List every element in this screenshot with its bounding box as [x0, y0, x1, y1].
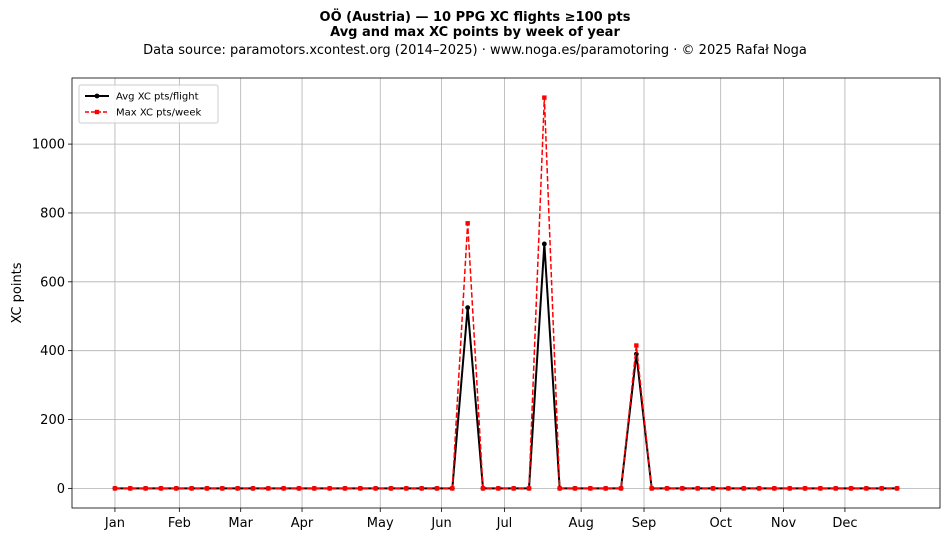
y-tick-label: 1000: [32, 138, 65, 153]
max-series-point: [756, 486, 762, 491]
max-series-point: [174, 486, 179, 491]
max-series-point: [787, 486, 792, 491]
max-series-point: [296, 486, 302, 491]
max-series-point: [603, 486, 608, 491]
max-series-point: [128, 486, 133, 491]
max-series-point: [189, 486, 194, 491]
max-series-point: [158, 486, 164, 491]
max-series-point: [680, 486, 685, 491]
plot-frame: [71, 77, 941, 509]
max-series-point: [373, 486, 378, 491]
max-series-point: [618, 486, 624, 491]
max-series-point: [327, 486, 332, 491]
x-tick-label: May: [367, 516, 394, 531]
max-series-point: [542, 95, 547, 100]
chart-subtitle: Avg and max XC points by week of year: [330, 25, 620, 40]
grid-lines: [72, 78, 940, 508]
series-layer: [112, 95, 900, 491]
max-series-point: [833, 486, 838, 491]
y-tick-label: 400: [40, 344, 65, 359]
x-axis: Jan Feb Mar Apr May Jun Jul Aug Sep Oct Nov Dec: [104, 508, 857, 531]
x-tick-label: Mar: [228, 516, 253, 531]
max-series-point: [281, 486, 286, 491]
max-series-point: [634, 343, 639, 348]
max-series-point: [710, 486, 716, 491]
max-series-point: [572, 486, 578, 491]
max-series-point: [143, 486, 148, 491]
y-tick-label: 800: [40, 206, 65, 221]
avg-series-point: [541, 241, 547, 247]
max-series-point: [557, 486, 562, 491]
x-tick-label: Nov: [771, 516, 797, 531]
legend-label-avg: Avg XC pts/flight: [116, 92, 199, 103]
max-series-point: [802, 486, 808, 491]
max-series-point: [511, 486, 516, 491]
max-series-point: [266, 486, 271, 491]
x-tick-label: Jan: [104, 516, 125, 531]
y-axis-label: XC points: [10, 262, 25, 323]
legend-marker-max: [94, 109, 100, 115]
max-series-point: [465, 221, 470, 226]
max-series-point: [649, 486, 654, 491]
max-series-point: [879, 486, 884, 491]
chart-title: OÖ (Austria) — 10 PPG XC flights ≥100 pt…: [319, 10, 631, 25]
x-tick-label: Apr: [291, 516, 314, 531]
legend-box: [78, 84, 219, 124]
max-series-point: [818, 486, 823, 491]
max-series-point: [741, 486, 746, 491]
x-tick-label: Aug: [568, 516, 593, 531]
max-series-point: [388, 486, 394, 491]
max-series-point: [450, 486, 455, 491]
max-series-point: [848, 486, 854, 491]
max-series-point: [358, 486, 363, 491]
y-tick-label: 0: [57, 482, 65, 497]
chart-title-block: OÖ (Austria) — 10 PPG XC flights ≥100 pt…: [0, 10, 950, 59]
x-tick-label: Dec: [832, 516, 857, 531]
max-series-point: [726, 486, 731, 491]
max-series-line: [114, 96, 898, 490]
avg-series-point: [465, 305, 471, 311]
max-series-point: [664, 486, 670, 491]
max-series-point: [250, 486, 256, 491]
max-series-point: [342, 486, 348, 491]
y-axis: 0 200 400 600 800 1000: [32, 138, 72, 497]
x-tick-label: Jul: [496, 516, 513, 531]
max-series-point: [434, 486, 440, 491]
max-series-point: [312, 486, 317, 491]
max-series-point: [496, 486, 501, 491]
max-series-point: [220, 486, 225, 491]
x-tick-label: Jun: [430, 516, 451, 531]
x-tick-label: Feb: [168, 516, 191, 531]
max-series-point: [864, 486, 869, 491]
legend-marker-avg: [94, 93, 100, 99]
max-series-point: [695, 486, 700, 491]
avg-series-line: [114, 242, 898, 490]
chart-source-note: Data source: paramotors.xcontest.org (20…: [143, 43, 807, 58]
max-series-point: [894, 486, 900, 491]
max-series-point: [480, 486, 486, 491]
max-series-point: [526, 486, 532, 491]
max-series-point: [419, 486, 424, 491]
max-series-point: [204, 486, 210, 491]
legend-label-max: Max XC pts/week: [116, 108, 201, 119]
max-series-point: [112, 486, 118, 491]
max-series-point: [588, 486, 593, 491]
x-tick-label: Sep: [632, 516, 657, 531]
x-tick-label: Oct: [709, 516, 731, 531]
max-series-point: [235, 486, 240, 491]
legend: Avg XC pts/flight Max XC pts/week: [78, 84, 219, 124]
max-series-point: [404, 486, 409, 491]
max-series-point: [772, 486, 777, 491]
y-tick-label: 600: [40, 275, 65, 290]
y-tick-label: 200: [40, 413, 65, 428]
